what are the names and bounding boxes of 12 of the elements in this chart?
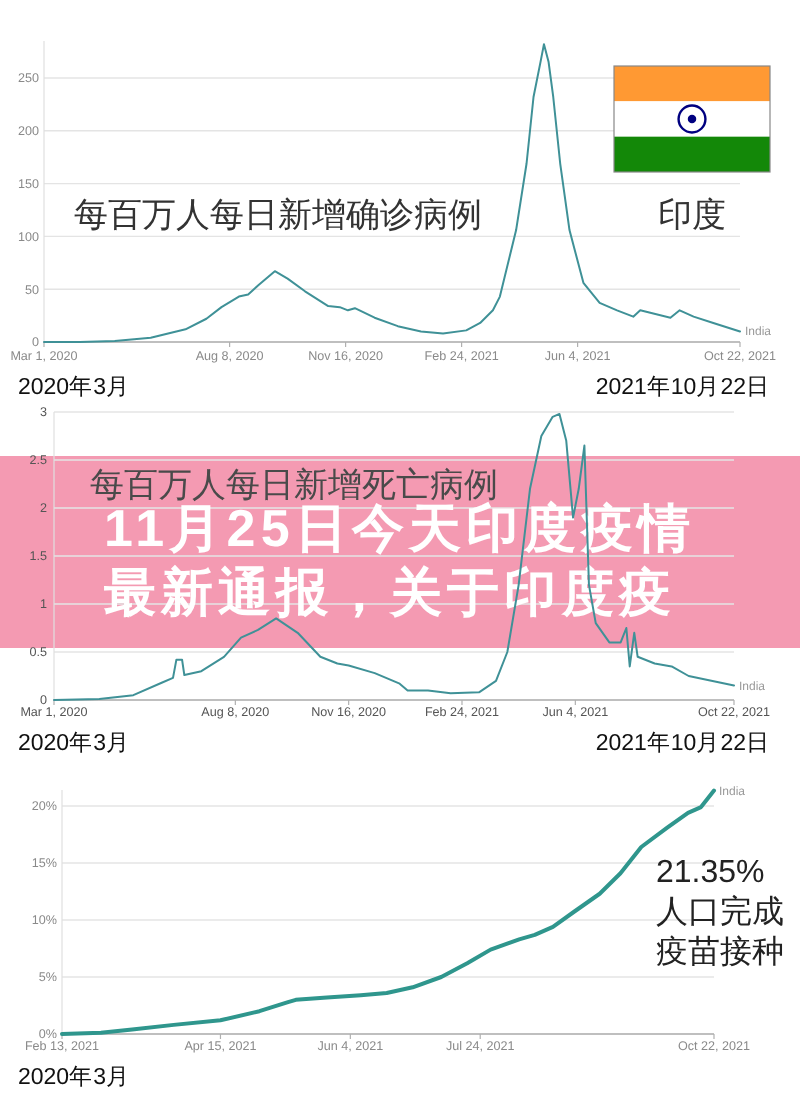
text: 2020年3月 [18, 374, 130, 400]
annotation: 人口完成疫苗接种 [656, 894, 784, 970]
text: 每百万人每日新增死亡病例 [90, 466, 498, 504]
text: 2020年3月 [18, 1064, 130, 1090]
text: 每百万人每日新增确诊病例 [74, 196, 482, 234]
line-series [53, 412, 735, 701]
annotation: 印度 [658, 196, 726, 234]
text: 2021年10月22日 [595, 374, 770, 400]
line-series [43, 43, 741, 343]
text: 2020年3月 [18, 730, 130, 756]
text: 2021年10月22日 [595, 730, 770, 756]
annotation: 21.35% [656, 856, 765, 890]
